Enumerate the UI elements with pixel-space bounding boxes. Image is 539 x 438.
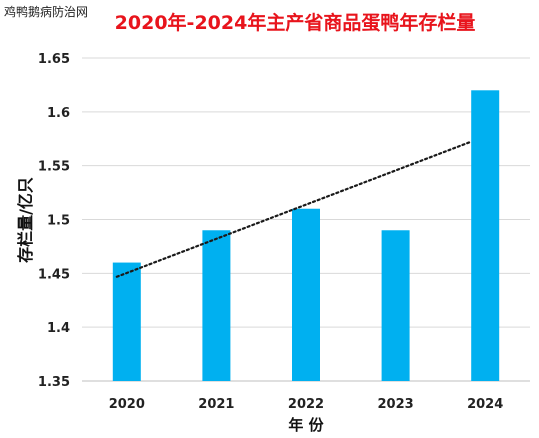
x-tick-label-2021: 2021 (198, 397, 234, 412)
trendline-layer (115, 141, 471, 278)
site-watermark: 鸡鸭鹅病防治网 (4, 5, 89, 19)
x-tick-label-2020: 2020 (109, 397, 145, 412)
bar-2022 (292, 208, 320, 381)
x-tick-label-2023: 2023 (378, 397, 414, 412)
y-tick-label: 1.4 (47, 321, 70, 336)
bar-2021 (202, 230, 231, 381)
x-tick-label-2024: 2024 (467, 397, 503, 412)
bar-2023 (381, 230, 410, 381)
y-tick-label: 1.45 (38, 267, 70, 282)
x-axis-ticks: 2020 2021 2022 2023 2024 (109, 397, 504, 412)
x-tick-label-2022: 2022 (288, 397, 324, 412)
bar-2024 (471, 90, 500, 382)
y-tick-label: 1.65 (38, 52, 70, 67)
y-tick-label: 1.5 (47, 214, 70, 229)
y-tick-label: 1.6 (47, 106, 70, 121)
bars (112, 90, 500, 382)
y-tick-label: 1.35 (38, 375, 70, 390)
y-axis-ticks: 1.35 1.4 1.45 1.5 1.55 1.6 1.65 (38, 52, 70, 390)
bar-2020 (112, 262, 141, 381)
trendline (115, 141, 471, 278)
x-axis-label: 年 份 (288, 416, 324, 434)
chart-title: 2020年-2024年主产省商品蛋鸭年存栏量 (115, 11, 476, 34)
y-axis-label: 存栏量/亿只 (16, 177, 35, 263)
y-tick-label: 1.55 (38, 160, 70, 175)
